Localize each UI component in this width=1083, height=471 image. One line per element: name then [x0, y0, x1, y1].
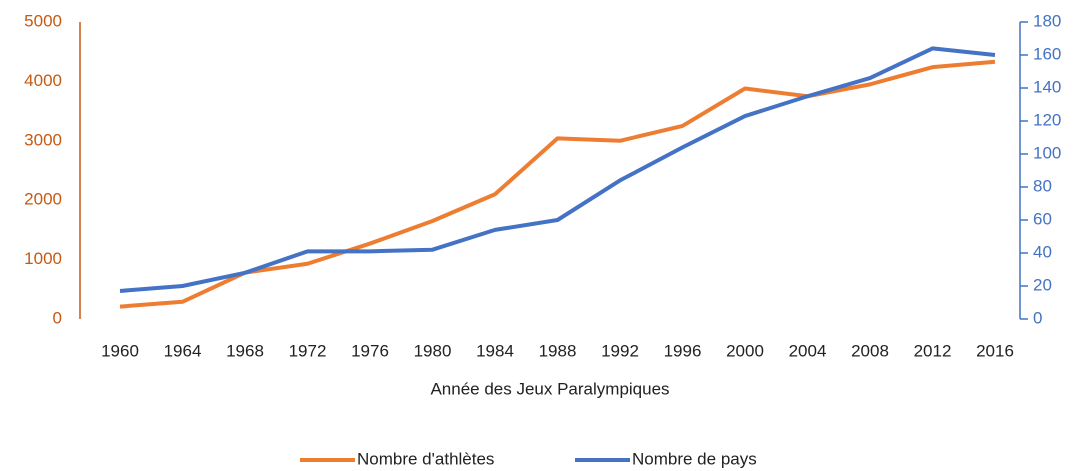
x-tick-label: 1968	[226, 341, 264, 360]
x-tick-label: 1976	[351, 341, 389, 360]
x-tick-label: 1964	[164, 341, 202, 360]
y2-tick-label: 40	[1033, 242, 1052, 261]
line-series	[119, 59, 996, 309]
x-tick-label: 1980	[414, 341, 452, 360]
y2-tick-label: 100	[1033, 143, 1061, 162]
x-tick-label: 1972	[289, 341, 327, 360]
y-tick-label: 1000	[24, 249, 62, 268]
y-tick-label: 2000	[24, 190, 62, 209]
x-tick-label: 2000	[726, 341, 764, 360]
y-tick-label: 0	[53, 308, 62, 327]
legend-label: Nombre d'athlètes	[357, 449, 494, 468]
y2-tick-label: 20	[1033, 275, 1052, 294]
y2-tick-label: 120	[1033, 110, 1061, 129]
x-tick-label: 2008	[851, 341, 889, 360]
x-tick-label: 1996	[664, 341, 702, 360]
y2-tick-label: 180	[1033, 11, 1061, 30]
x-tick-label: 1988	[539, 341, 577, 360]
legend-label: Nombre de pays	[632, 449, 757, 468]
x-tick-label: 2012	[914, 341, 952, 360]
y-tick-label: 5000	[24, 11, 62, 30]
y2-tick-label: 60	[1033, 209, 1052, 228]
x-tick-label: 2016	[976, 341, 1014, 360]
x-axis-title: Année des Jeux Paralympiques	[430, 379, 669, 398]
x-tick-label: 1984	[476, 341, 514, 360]
y-tick-label: 4000	[24, 71, 62, 90]
y2-tick-label: 160	[1033, 44, 1061, 63]
y2-tick-label: 80	[1033, 176, 1052, 195]
line-series	[119, 46, 996, 293]
x-tick-label: 1992	[601, 341, 639, 360]
y2-tick-label: 0	[1033, 308, 1042, 327]
y-tick-label: 3000	[24, 130, 62, 149]
x-tick-label: 1960	[101, 341, 139, 360]
x-tick-label: 2004	[789, 341, 827, 360]
y2-tick-label: 140	[1033, 77, 1061, 96]
